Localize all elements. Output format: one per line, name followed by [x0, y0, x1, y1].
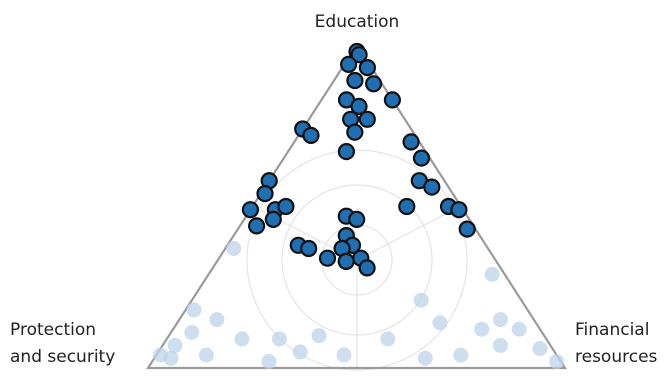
point	[198, 347, 214, 363]
point	[277, 197, 295, 216]
vertex-label: Financial	[575, 320, 649, 340]
guide-spoke	[356, 205, 462, 261]
point	[380, 331, 396, 347]
point	[423, 178, 441, 196]
point	[365, 75, 383, 93]
point	[248, 217, 266, 235]
point	[336, 347, 352, 363]
point	[398, 197, 416, 216]
point	[474, 321, 490, 337]
point	[458, 220, 476, 238]
point	[432, 315, 448, 331]
point	[346, 123, 364, 141]
point	[264, 210, 282, 228]
guide-circle	[246, 149, 468, 371]
vertex-label: and security	[10, 347, 115, 367]
vertex-label: resources	[575, 347, 658, 367]
point	[417, 350, 433, 366]
vertex-label: Education	[315, 12, 400, 32]
point	[186, 302, 202, 318]
point	[209, 312, 225, 328]
point	[340, 55, 358, 74]
vertex-label: Protection	[10, 320, 96, 340]
point	[256, 185, 274, 203]
point	[412, 149, 431, 167]
points	[153, 42, 565, 369]
point	[358, 259, 376, 277]
point	[318, 249, 337, 267]
point	[484, 266, 500, 282]
point	[241, 201, 259, 219]
point	[271, 331, 287, 347]
point	[348, 210, 366, 228]
point	[346, 71, 364, 90]
point	[167, 337, 183, 353]
point	[337, 252, 355, 270]
point	[184, 325, 200, 340]
point	[549, 354, 565, 369]
point	[302, 126, 320, 144]
point	[450, 201, 468, 219]
point	[358, 110, 376, 128]
point	[511, 321, 527, 337]
point	[402, 133, 420, 151]
point	[358, 58, 376, 77]
point	[300, 239, 318, 258]
point	[383, 91, 401, 109]
point	[492, 337, 508, 353]
point	[350, 97, 368, 116]
point	[292, 344, 308, 360]
point	[413, 292, 429, 308]
point	[311, 328, 327, 344]
point	[453, 347, 469, 363]
point	[337, 143, 355, 161]
point	[261, 354, 277, 369]
vertex-labels: Education Protection and security Financial…	[10, 12, 658, 367]
point	[532, 341, 548, 357]
point	[234, 331, 250, 347]
point	[226, 241, 242, 256]
point	[163, 350, 179, 366]
point	[350, 46, 368, 64]
point	[492, 312, 508, 328]
